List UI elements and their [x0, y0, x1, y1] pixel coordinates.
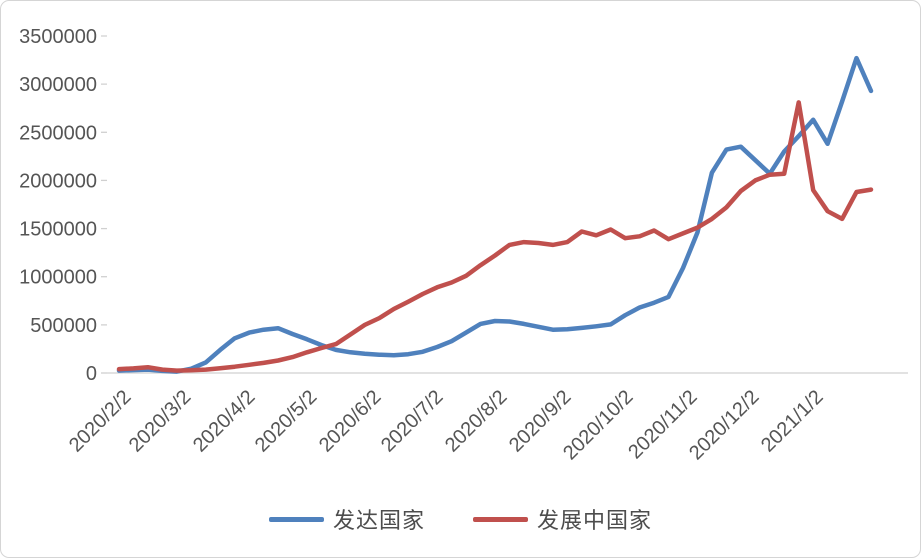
x-tick-label: 2020/8/2 — [441, 386, 512, 457]
y-tick-label: 3000000 — [19, 74, 97, 96]
x-tick-label: 2020/2/2 — [65, 386, 136, 457]
developed-series-swatch — [268, 516, 324, 522]
y-tick-label: 500000 — [30, 315, 97, 337]
x-tick-label: 2020/7/2 — [377, 386, 448, 457]
developing-series-swatch — [473, 516, 528, 522]
series-line-developed — [116, 55, 874, 374]
y-tick-label: 2500000 — [19, 122, 97, 144]
legend-item-developing[interactable]: 发展中国家 — [473, 503, 652, 535]
x-tick-label: 2020/5/2 — [251, 386, 322, 457]
chart-legend: 发达国家 发展中国家 — [1, 503, 920, 535]
x-tick-label: 2020/6/2 — [315, 386, 386, 457]
y-tick-label: 1500000 — [19, 219, 97, 241]
x-tick-label: 2020/4/2 — [189, 386, 260, 457]
legend-item-developed[interactable]: 发达国家 — [268, 503, 425, 535]
series-line-developing — [116, 100, 874, 373]
y-tick-label: 1000000 — [19, 267, 97, 289]
y-tick-label: 2000000 — [19, 170, 97, 192]
y-tick-label: 3500000 — [19, 26, 97, 48]
legend-label-developed: 发达国家 — [332, 508, 425, 533]
legend-label-developing: 发展中国家 — [537, 508, 653, 533]
line-chart-plot: 0 500000 1000000 1500000 2000000 2500000 30000… — [19, 26, 908, 464]
x-tick-label: 2021/1/2 — [757, 386, 828, 457]
x-tick-label: 2020/3/2 — [125, 386, 196, 457]
y-tick-label: 0 — [86, 363, 97, 385]
